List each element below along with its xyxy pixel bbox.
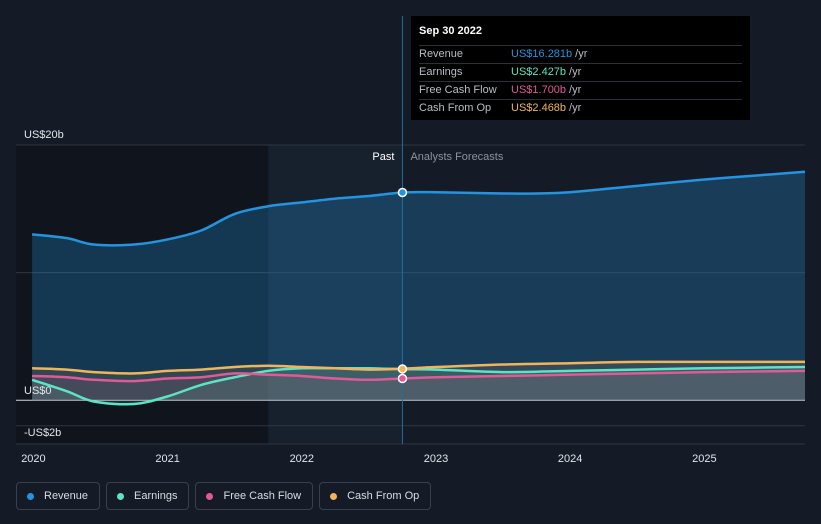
tooltip-unit: /yr [575, 48, 588, 60]
x-tick-label: 2021 [155, 453, 179, 465]
series-area-revenue [32, 171, 805, 401]
y-tick-label: -US$2b [24, 427, 61, 439]
legend-label: Earnings [134, 490, 178, 502]
tooltip-label: Revenue [419, 48, 464, 60]
chart-canvas: US$20b US$0 -US$2b 2020 2021 2022 2023 2024 2025… [16, 16, 806, 465]
series-marker [397, 187, 408, 198]
tooltip-value: US$2.468b [511, 102, 567, 114]
tooltip-unit: /yr [569, 84, 582, 96]
y-tick-label: US$0 [24, 385, 52, 397]
tooltip-row-cash-from-op: Cash From Op US$2.468b /yr [419, 99, 742, 117]
tooltip-label: Cash From Op [419, 102, 492, 114]
legend-item-free-cash-flow[interactable]: Free Cash Flow [195, 482, 314, 510]
x-tick-label: 2025 [692, 453, 716, 465]
x-tick-label: 2024 [558, 453, 582, 465]
series-line-cash-from-op [32, 360, 805, 375]
series-line-free-cash-flow [32, 369, 806, 383]
legend-item-earnings[interactable]: Earnings [106, 482, 190, 510]
tooltip-row-free-cash-flow: Free Cash Flow US$1.700b /yr [419, 81, 742, 99]
tooltip-unit: /yr [569, 102, 582, 114]
series-area-cash-from-op [32, 361, 805, 401]
legend-dot-icon [117, 492, 125, 500]
legend-item-cash-from-op[interactable]: Cash From Op [319, 482, 432, 510]
legend-item-revenue[interactable]: Revenue [16, 482, 101, 510]
tooltip-label: Free Cash Flow [419, 84, 497, 96]
past-label: Past [372, 151, 394, 163]
tooltip-label: Earnings [419, 66, 463, 78]
legend-dot-icon [206, 492, 214, 500]
chart-tooltip: Sep 30 2022 Revenue US$16.281b /yr Earni… [411, 16, 750, 120]
series-line-revenue [31, 170, 806, 247]
tooltip-row-revenue: Revenue US$16.281b /yr [419, 45, 742, 63]
forecast-label: Analysts Forecasts [410, 151, 503, 163]
tooltip-value: US$2.427b [511, 66, 567, 78]
legend-label: Cash From Op [347, 490, 420, 502]
x-tick-label: 2023 [424, 453, 448, 465]
x-tick-label: 2022 [290, 453, 314, 465]
legend-label: Revenue [44, 490, 89, 502]
series-marker [397, 373, 408, 384]
x-tick-label: 2020 [21, 453, 45, 465]
tooltip-date: Sep 30 2022 [419, 25, 482, 37]
legend-label: Free Cash Flow [223, 490, 302, 502]
series-marker [397, 364, 408, 374]
legend-dot-icon [330, 492, 338, 500]
tooltip-value: US$16.281b [511, 48, 573, 60]
tooltip-unit: /yr [569, 66, 582, 78]
legend-dot-icon [27, 492, 34, 500]
y-tick-label: US$20b [24, 129, 64, 141]
series-area-earnings [32, 367, 805, 405]
tooltip-row-earnings: Earnings US$2.427b /yr [419, 63, 742, 81]
tooltip-value: US$1.700b [511, 84, 567, 96]
chart-legend: Revenue Earnings Free Cash Flow Cash Fro… [16, 482, 432, 510]
